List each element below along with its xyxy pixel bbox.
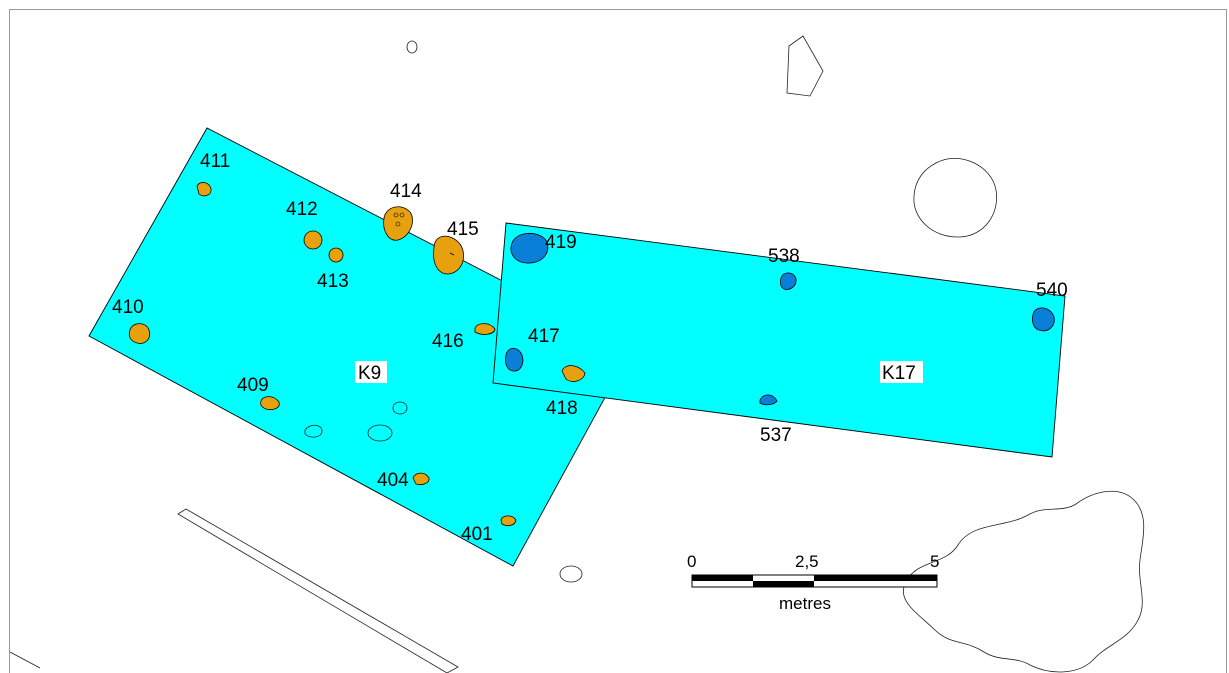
label-404: 404	[377, 470, 409, 491]
label-540: 540	[1036, 280, 1068, 301]
feature-410-shape	[128, 323, 151, 344]
outline-stone-top	[786, 35, 824, 97]
feature-419-shape	[510, 233, 549, 264]
feature-418-shape	[561, 365, 586, 382]
label-412: 412	[286, 199, 318, 220]
label-417: 417	[528, 326, 560, 347]
scale-unit: metres	[779, 594, 831, 613]
label-419: 419	[545, 232, 577, 253]
trench-k9	[88, 127, 633, 567]
outline-inner-1	[304, 424, 323, 438]
feature-417-shape	[505, 347, 524, 372]
scale-bar: 0 2,5 5 metres	[687, 552, 939, 613]
detail-414-c	[395, 221, 401, 227]
scale-tick-2-5: 2,5	[795, 552, 819, 571]
detail-414-a	[393, 212, 399, 218]
feature-540-shape	[1032, 307, 1055, 332]
feature-415-shape	[433, 235, 464, 275]
feature-537-shape	[759, 394, 778, 406]
trench-k17	[492, 222, 1066, 458]
outline-corner-mark	[9, 651, 41, 669]
scale-seg-1	[692, 575, 753, 581]
outline-long-ditch	[177, 508, 459, 673]
feature-413-shape	[328, 247, 344, 263]
label-411: 411	[200, 151, 230, 172]
scale-tick-5: 5	[930, 552, 939, 571]
label-538: 538	[768, 246, 800, 267]
feature-416-shape	[474, 323, 496, 335]
outline-small-top	[406, 40, 418, 54]
label-trench-k17: K17	[882, 363, 916, 384]
label-409: 409	[237, 375, 269, 396]
scale-tick-0: 0	[687, 552, 696, 571]
features-orange	[128, 182, 586, 527]
feature-538-shape	[780, 272, 797, 290]
label-413: 413	[317, 271, 349, 292]
label-410: 410	[112, 297, 144, 318]
map-frame	[9, 9, 1227, 673]
label-418: 418	[546, 398, 578, 419]
outline-small-bottom	[559, 565, 583, 583]
detail-415-a	[449, 252, 455, 256]
feature-401-shape	[500, 515, 517, 527]
label-trench-k9: K9	[358, 363, 381, 384]
label-416: 416	[432, 331, 464, 352]
feature-409-shape	[260, 396, 280, 410]
background-outlines	[9, 35, 1145, 673]
feature-labels: 411 412 413 414 415 410 416 409 404 401 …	[112, 151, 1068, 545]
feature-414-shape	[383, 206, 413, 241]
label-537: 537	[760, 425, 792, 446]
outline-oval-right	[913, 158, 998, 238]
features-blue	[505, 233, 1055, 406]
outline-large-lower-right	[903, 490, 1145, 673]
feature-412-shape	[303, 230, 323, 250]
detail-414-b	[399, 212, 405, 218]
feature-411-shape	[196, 182, 212, 197]
label-415: 415	[447, 219, 479, 240]
inner-outlines	[304, 401, 408, 442]
outline-inner-2	[367, 424, 393, 442]
outline-inner-3	[392, 401, 408, 415]
feature-404-shape	[412, 472, 430, 486]
scale-seg-3	[814, 575, 937, 581]
scale-seg-2	[753, 581, 814, 587]
label-k9-bg	[355, 361, 387, 383]
label-k17-bg	[880, 361, 923, 383]
label-414: 414	[390, 181, 422, 202]
label-401: 401	[461, 524, 493, 545]
feature-details	[393, 212, 455, 256]
